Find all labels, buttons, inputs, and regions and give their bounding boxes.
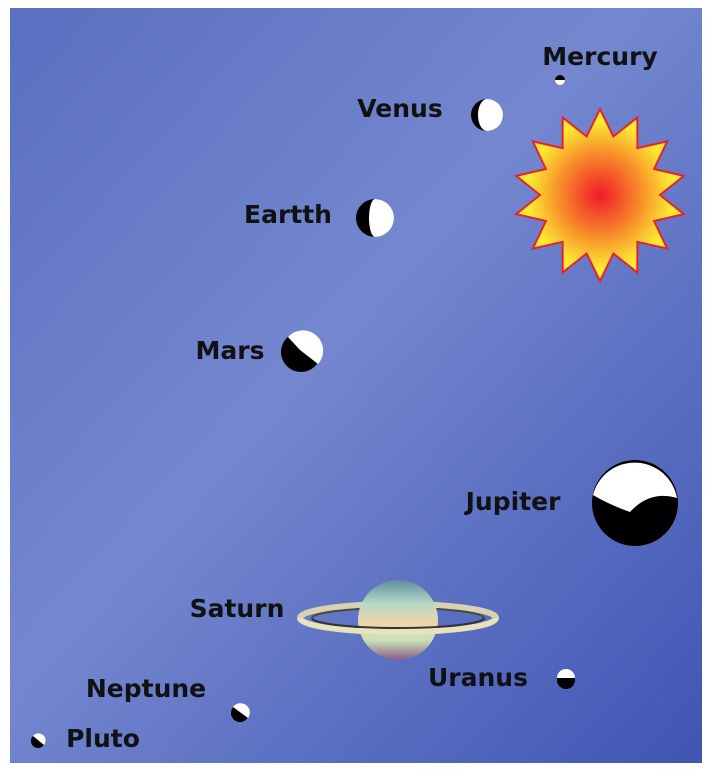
planet-label: Uranus bbox=[428, 663, 528, 692]
planet-label: Jupiter bbox=[464, 487, 561, 516]
planet-label: Neptune bbox=[86, 674, 206, 703]
planet-label: Mars bbox=[196, 336, 265, 365]
planet-label: Mercury bbox=[542, 42, 657, 71]
mercury-planet bbox=[555, 75, 565, 85]
venus-planet bbox=[471, 99, 503, 131]
earth-planet bbox=[356, 199, 394, 237]
uranus-planet bbox=[557, 669, 575, 689]
planet-label: Eartth bbox=[244, 200, 332, 229]
solar-system-diagram: Mercury Venus Eartth Mars Jupiter Saturn… bbox=[0, 0, 712, 771]
jupiter-planet bbox=[592, 460, 678, 546]
planet-label: Pluto bbox=[66, 724, 140, 753]
planet-label: Saturn bbox=[190, 594, 285, 623]
planet-label: Venus bbox=[357, 94, 442, 123]
